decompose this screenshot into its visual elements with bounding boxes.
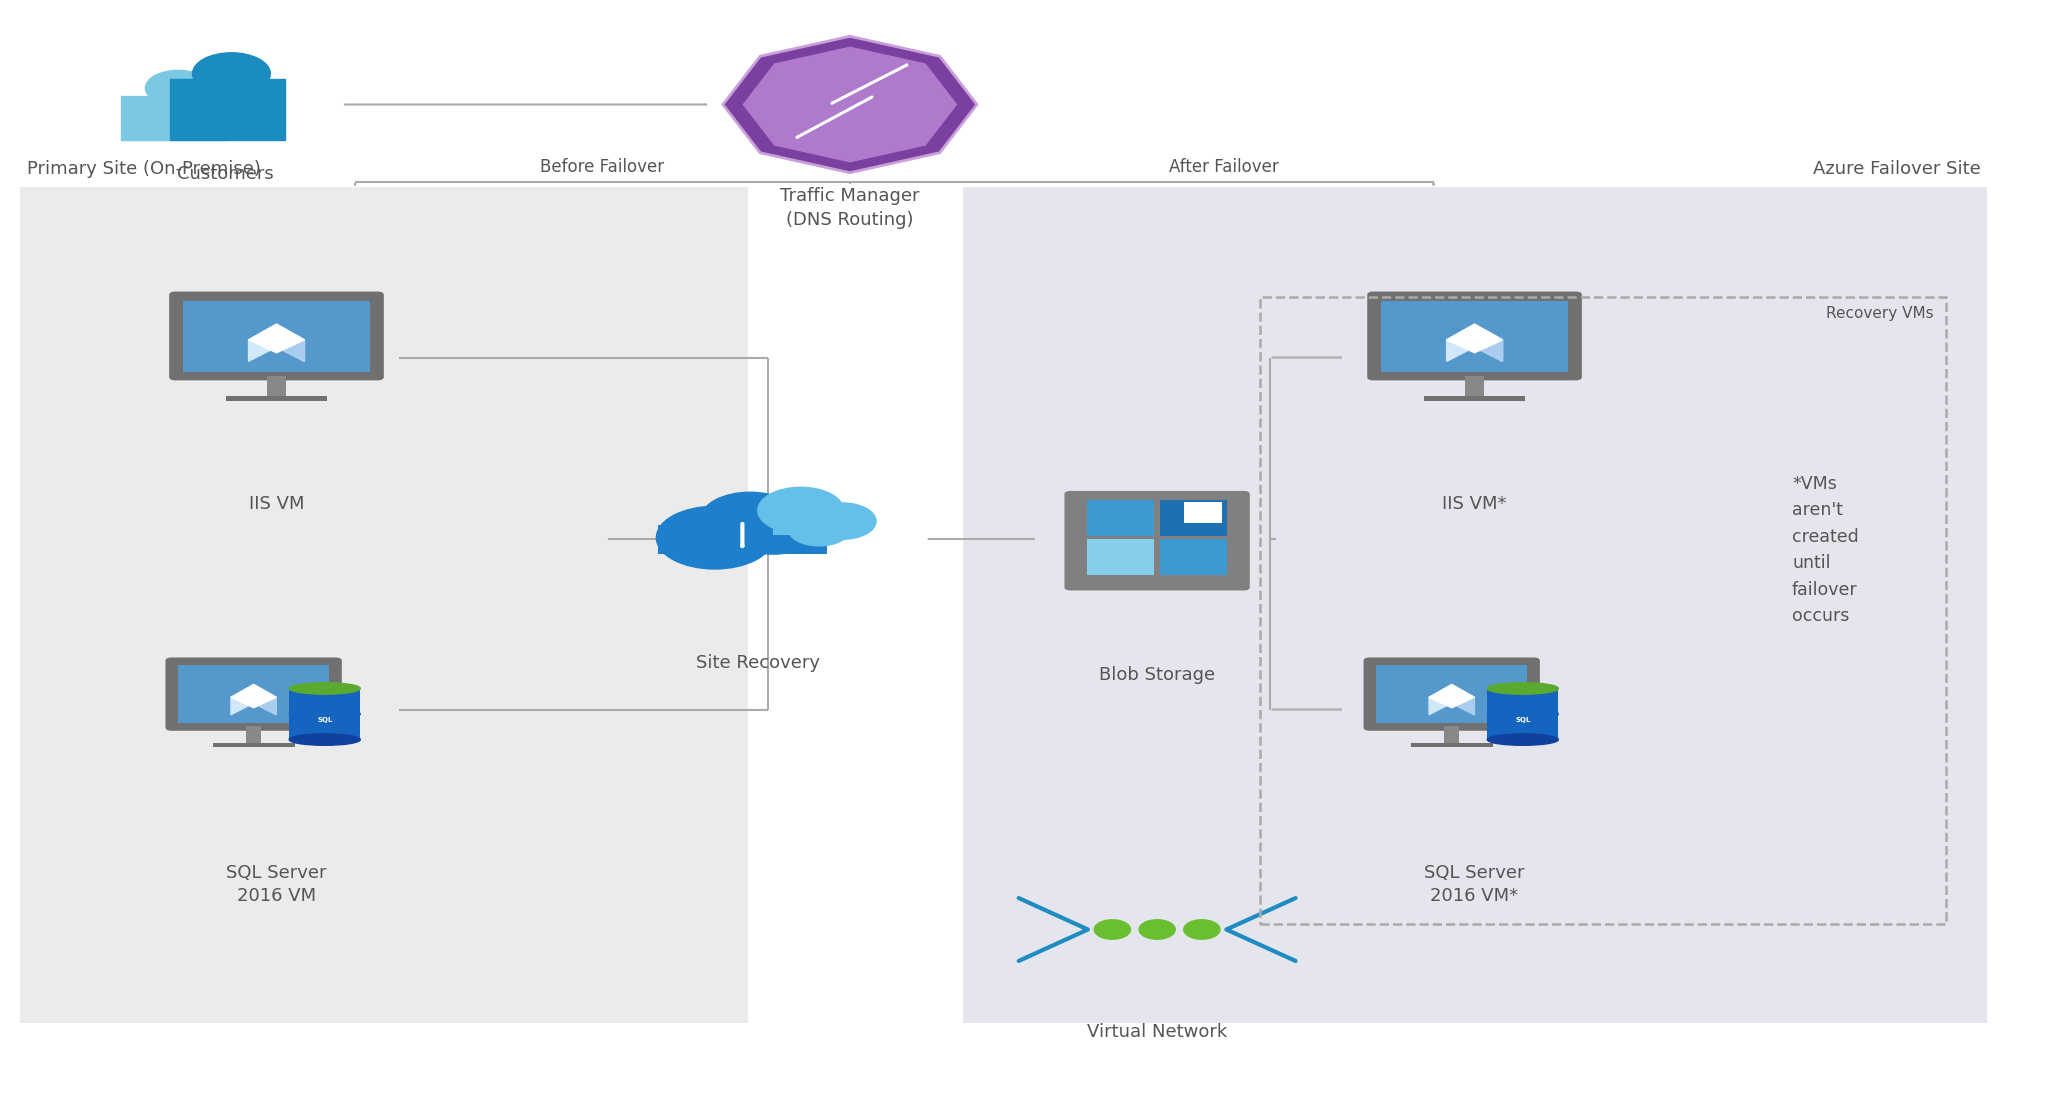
Text: SQL: SQL: [317, 717, 332, 723]
FancyBboxPatch shape: [1444, 726, 1460, 745]
FancyBboxPatch shape: [1087, 499, 1153, 536]
Text: Primary Site (On-Premise): Primary Site (On-Premise): [27, 161, 260, 178]
Text: SQL: SQL: [1516, 717, 1530, 723]
Text: Customers: Customers: [176, 165, 274, 183]
Polygon shape: [1475, 324, 1503, 361]
Ellipse shape: [1487, 708, 1559, 719]
FancyBboxPatch shape: [1368, 292, 1581, 381]
Text: IIS VM: IIS VM: [248, 495, 305, 513]
Polygon shape: [231, 684, 276, 707]
Polygon shape: [1430, 684, 1475, 715]
FancyBboxPatch shape: [213, 744, 295, 747]
FancyBboxPatch shape: [1423, 396, 1526, 402]
FancyBboxPatch shape: [963, 187, 1987, 1023]
Text: *VMs
aren't
created
until
failover
occurs: *VMs aren't created until failover occur…: [1792, 475, 1860, 625]
Ellipse shape: [289, 734, 360, 746]
Polygon shape: [743, 47, 956, 162]
Text: Virtual Network: Virtual Network: [1087, 1023, 1227, 1041]
FancyBboxPatch shape: [1065, 491, 1249, 591]
Text: IIS VM*: IIS VM*: [1442, 495, 1507, 513]
Text: SQL Server
2016 VM*: SQL Server 2016 VM*: [1423, 864, 1526, 905]
Ellipse shape: [1487, 734, 1559, 746]
FancyBboxPatch shape: [289, 689, 360, 739]
Polygon shape: [1446, 324, 1503, 361]
Polygon shape: [1452, 684, 1475, 715]
FancyBboxPatch shape: [166, 658, 342, 730]
FancyBboxPatch shape: [178, 666, 330, 724]
FancyBboxPatch shape: [1464, 375, 1485, 398]
Circle shape: [788, 513, 850, 546]
Circle shape: [655, 506, 772, 569]
FancyBboxPatch shape: [170, 79, 285, 140]
FancyBboxPatch shape: [657, 525, 827, 554]
FancyBboxPatch shape: [774, 513, 850, 536]
Polygon shape: [1430, 684, 1475, 707]
FancyBboxPatch shape: [246, 726, 262, 745]
Circle shape: [1139, 920, 1176, 939]
Polygon shape: [723, 36, 977, 173]
Ellipse shape: [289, 683, 360, 694]
FancyBboxPatch shape: [1364, 658, 1540, 730]
Polygon shape: [248, 324, 305, 361]
FancyBboxPatch shape: [1411, 744, 1493, 747]
Text: Azure Failover Site: Azure Failover Site: [1812, 161, 1980, 178]
FancyBboxPatch shape: [1376, 666, 1528, 724]
Ellipse shape: [1487, 683, 1559, 694]
Polygon shape: [231, 684, 276, 715]
Text: Blob Storage: Blob Storage: [1100, 666, 1214, 683]
FancyBboxPatch shape: [1161, 499, 1227, 536]
Circle shape: [809, 503, 877, 539]
Text: Before Failover: Before Failover: [541, 158, 664, 176]
FancyBboxPatch shape: [266, 375, 287, 398]
Circle shape: [1184, 920, 1221, 939]
Circle shape: [700, 493, 799, 544]
Text: Site Recovery: Site Recovery: [696, 654, 819, 672]
Polygon shape: [254, 684, 276, 715]
Circle shape: [193, 53, 270, 95]
FancyBboxPatch shape: [1087, 539, 1153, 575]
FancyBboxPatch shape: [20, 187, 748, 1023]
FancyBboxPatch shape: [225, 396, 328, 402]
Polygon shape: [276, 324, 305, 361]
Polygon shape: [248, 324, 305, 353]
FancyBboxPatch shape: [1380, 300, 1569, 372]
FancyBboxPatch shape: [184, 300, 369, 372]
Circle shape: [758, 487, 844, 534]
FancyBboxPatch shape: [1487, 689, 1559, 739]
Circle shape: [1094, 920, 1130, 939]
FancyBboxPatch shape: [170, 292, 383, 381]
Ellipse shape: [289, 708, 360, 719]
FancyBboxPatch shape: [121, 96, 227, 140]
Circle shape: [727, 505, 819, 554]
FancyBboxPatch shape: [1161, 539, 1227, 575]
Text: Traffic Manager
(DNS Routing): Traffic Manager (DNS Routing): [780, 187, 920, 229]
Text: After Failover: After Failover: [1169, 158, 1278, 176]
Text: SQL Server
2016 VM: SQL Server 2016 VM: [225, 864, 328, 905]
FancyBboxPatch shape: [1184, 503, 1223, 524]
Text: Recovery VMs: Recovery VMs: [1825, 306, 1933, 321]
Circle shape: [145, 70, 211, 106]
Polygon shape: [1446, 324, 1503, 353]
